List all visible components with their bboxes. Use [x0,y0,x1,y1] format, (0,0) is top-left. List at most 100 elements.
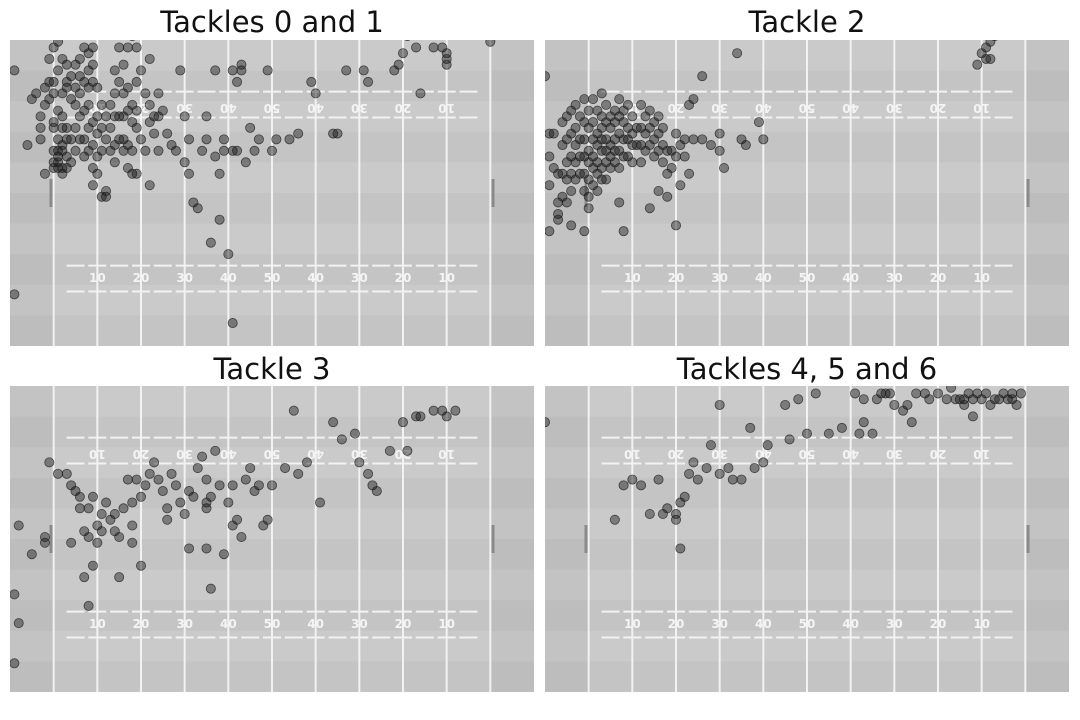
data-point [545,71,550,82]
data-point [566,220,577,231]
goal-post [491,525,495,553]
yard-number: 10 [438,101,455,115]
data-point [131,122,142,133]
data-point [570,122,581,133]
panel-title-1: Tackles 0 and 1 [160,5,384,39]
data-point [415,88,426,99]
data-point [402,445,413,456]
data-point [114,42,125,53]
data-point [609,514,620,525]
data-point [83,99,94,110]
data-point [902,399,913,410]
data-point [184,543,195,554]
data-point [236,65,247,76]
data-point [570,99,581,110]
data-point [162,514,173,525]
data-point [157,486,168,497]
data-point [144,468,155,479]
data-point [66,71,77,82]
data-point [867,428,878,439]
data-point [201,134,212,145]
data-point [784,434,795,445]
yard-number: 50 [264,271,281,285]
yard-number: 30 [176,271,193,285]
data-point [592,185,603,196]
data-point [175,65,186,76]
data-point [657,122,668,133]
data-point [210,151,221,162]
data-point [714,145,725,156]
yard-number: 10 [624,617,641,631]
data-point [371,486,382,497]
data-point [232,76,243,87]
data-point [61,468,72,479]
data-point [48,88,59,99]
data-point [596,88,607,99]
yard-number: 40 [220,617,237,631]
data-point [684,468,695,479]
data-point [411,42,422,53]
data-point [201,474,212,485]
yard-number: 20 [133,271,150,285]
data-point [74,491,85,502]
data-point [157,105,168,116]
panel-title-3: Tackle 3 [213,352,331,386]
data-point [627,474,638,485]
yard-number: 10 [624,271,641,285]
data-point [136,560,147,571]
data-point [26,549,37,560]
data-point [306,76,317,87]
data-point [92,111,103,122]
data-point [144,99,155,110]
yard-number: 20 [395,617,412,631]
data-point [105,99,116,110]
data-point [83,600,94,611]
yard-number: 10 [973,271,990,285]
data-point [644,105,655,116]
yard-number: 20 [668,617,685,631]
data-point [197,451,208,462]
yard-number: 20 [668,447,685,461]
yard-number: 50 [264,101,281,115]
yard-number: 40 [220,101,237,115]
data-point [946,386,957,393]
data-point [288,405,299,416]
data-point [701,463,712,474]
data-point [545,151,555,162]
data-point [714,399,725,410]
data-point [740,140,751,151]
data-point [858,417,869,428]
data-point [858,394,869,405]
data-point [671,128,682,139]
data-point [697,134,708,145]
data-point [328,417,339,428]
data-point [583,203,594,214]
data-point [684,168,695,179]
data-point [35,134,46,145]
data-point [553,214,564,225]
data-point [179,157,190,168]
data-point [561,197,572,208]
data-point [149,457,160,468]
data-point [205,491,216,502]
data-point [48,117,59,128]
data-point [162,503,173,514]
data-point [127,520,138,531]
data-point [428,405,439,416]
data-point [109,157,120,168]
data-point [162,128,173,139]
data-point [179,111,190,122]
end-zone [490,40,534,346]
data-point [437,405,448,416]
data-point [223,497,234,508]
data-point [262,65,273,76]
data-point [53,468,64,479]
data-point [588,117,599,128]
data-point [236,59,247,70]
data-point [836,422,847,433]
yard-number: 10 [973,617,990,631]
data-point [249,145,260,156]
yard-number: 20 [930,617,947,631]
data-point [301,457,312,468]
data-point [35,122,46,133]
